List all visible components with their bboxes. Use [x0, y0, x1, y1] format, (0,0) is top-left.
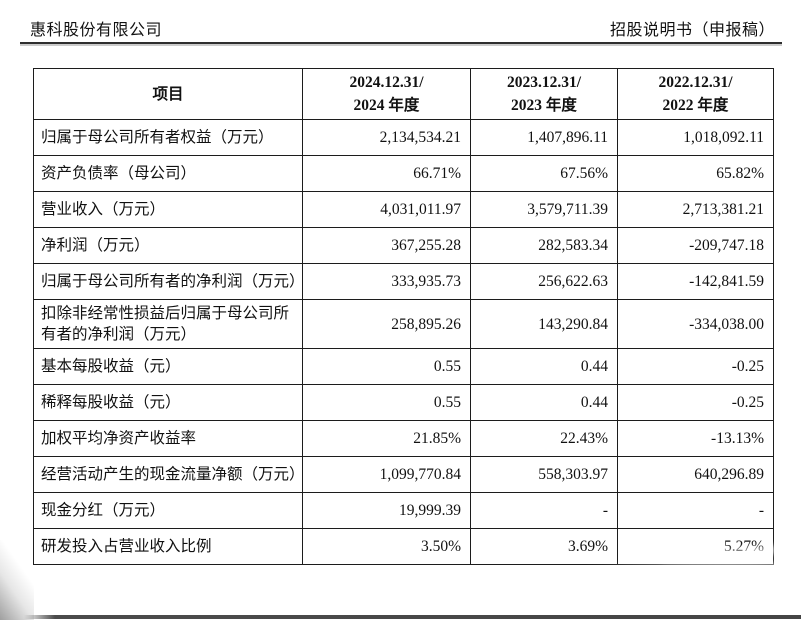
company-name: 惠科股份有限公司 — [30, 22, 163, 39]
row-label: 归属于母公司所有者权益（万元） — [33, 119, 303, 156]
row-label: 归属于母公司所有者的净利润（万元） — [33, 263, 305, 300]
row-label: 净利润（万元） — [33, 227, 303, 264]
row-value-2024: 258,895.26 — [302, 299, 471, 349]
table-row: 现金分红（万元） 19,999.39 - - — [33, 492, 774, 529]
document-title: 招股说明书（申报稿） — [609, 22, 775, 39]
row-value-2024: 333,935.73 — [302, 263, 471, 300]
row-value-2024: 2,134,534.21 — [302, 119, 471, 156]
table-row: 研发投入占营业收入比例 3.50% 3.69% 5.27% — [33, 528, 774, 565]
row-value-2023: 143,290.84 — [470, 299, 618, 349]
row-value-2022: -0.25 — [617, 384, 774, 421]
row-value-2024: 0.55 — [302, 384, 471, 421]
row-label: 经营活动产生的现金流量净额（万元） — [33, 456, 305, 493]
row-value-2022: 1,018,092.11 — [617, 119, 774, 156]
row-value-2023: 558,303.97 — [470, 456, 618, 493]
row-value-2023: 67.56% — [470, 155, 618, 192]
row-label: 加权平均净资产收益率 — [33, 420, 303, 457]
table-row: 扣除非经常性损益后归属于母公司所有者的净利润（万元） 258,895.26 14… — [33, 299, 774, 349]
row-label: 资产负债率（母公司） — [33, 155, 303, 192]
row-value-2024: 19,999.39 — [302, 492, 471, 529]
row-value-2023: 3.69% — [470, 528, 618, 565]
row-label: 稀释每股收益（元） — [33, 384, 303, 421]
row-value-2022: -13.13% — [617, 420, 774, 457]
row-label: 研发投入占营业收入比例 — [33, 528, 303, 565]
column-header-2022-date: 2022.12.31/ — [658, 74, 733, 91]
table-row: 资产负债率（母公司） 66.71% 67.56% 65.82% — [33, 155, 774, 192]
column-header-2023-year: 2023 年度 — [511, 97, 577, 114]
row-label: 扣除非经常性损益后归属于母公司所有者的净利润（万元） — [33, 299, 303, 349]
row-value-2024: 367,255.28 — [302, 227, 471, 264]
table-row: 归属于母公司所有者的净利润（万元） 333,935.73 256,622.63 … — [33, 263, 774, 300]
corner-shadow — [0, 540, 34, 620]
row-value-2024: 1,099,770.84 — [302, 456, 471, 493]
table-row: 净利润（万元） 367,255.28 282,583.34 -209,747.1… — [33, 227, 774, 264]
table-row: 加权平均净资产收益率 21.85% 22.43% -13.13% — [33, 420, 774, 457]
row-value-2023: 3,579,711.39 — [470, 191, 618, 228]
row-value-2024: 21.85% — [302, 420, 471, 457]
row-value-2023: 22.43% — [470, 420, 618, 457]
table-header-row: 项目 2024.12.31/ 2024 年度 2023.12.31/ 2023 … — [33, 68, 774, 120]
row-value-2024: 3.50% — [302, 528, 471, 565]
row-value-2023: - — [470, 492, 618, 529]
row-value-2023: 0.44 — [470, 384, 618, 421]
table-row: 基本每股收益（元） 0.55 0.44 -0.25 — [33, 348, 774, 385]
row-value-2022: - — [617, 492, 774, 529]
page-header: 惠科股份有限公司 招股说明书（申报稿） — [30, 16, 775, 40]
column-header-2024-year: 2024 年度 — [353, 97, 420, 114]
row-value-2023: 282,583.34 — [470, 227, 618, 264]
row-value-2022: -334,038.00 — [617, 299, 774, 349]
column-header-2022: 2022.12.31/ 2022 年度 — [617, 68, 774, 120]
column-header-2022-year: 2022 年度 — [662, 97, 729, 114]
row-value-2023: 1,407,896.11 — [470, 119, 618, 156]
table-row: 营业收入（万元） 4,031,011.97 3,579,711.39 2,713… — [33, 191, 774, 228]
row-label: 基本每股收益（元） — [33, 348, 303, 385]
row-value-2022: -0.25 — [617, 348, 774, 385]
financial-summary-table: 项目 2024.12.31/ 2024 年度 2023.12.31/ 2023 … — [33, 68, 774, 565]
row-value-2022: -142,841.59 — [617, 263, 774, 300]
row-value-2024: 4,031,011.97 — [302, 191, 471, 228]
row-value-2024: 66.71% — [302, 155, 471, 192]
row-value-2022: 5.27% — [617, 528, 774, 565]
bottom-edge-bar — [24, 615, 801, 619]
header-divider — [20, 42, 782, 44]
column-header-item: 项目 — [33, 68, 303, 120]
watermark-swoosh-tail — [564, 583, 706, 603]
table-row: 稀释每股收益（元） 0.55 0.44 -0.25 — [33, 384, 774, 421]
column-header-2023: 2023.12.31/ 2023 年度 — [470, 68, 618, 120]
column-header-2024-date: 2024.12.31/ — [349, 74, 424, 91]
row-value-2023: 256,622.63 — [470, 263, 618, 300]
row-value-2022: 640,296.89 — [617, 456, 774, 493]
column-header-2024: 2024.12.31/ 2024 年度 — [302, 68, 471, 120]
column-header-2023-date: 2023.12.31/ — [506, 74, 582, 91]
row-label: 营业收入（万元） — [33, 191, 303, 228]
row-value-2024: 0.55 — [302, 348, 471, 385]
row-value-2022: 2,713,381.21 — [617, 191, 774, 228]
table-row: 经营活动产生的现金流量净额（万元） 1,099,770.84 558,303.9… — [33, 456, 774, 493]
row-value-2022: 65.82% — [617, 155, 774, 192]
table-row: 归属于母公司所有者权益（万元） 2,134,534.21 1,407,896.1… — [33, 119, 774, 156]
row-label: 现金分红（万元） — [33, 492, 303, 529]
row-value-2022: -209,747.18 — [617, 227, 774, 264]
row-value-2023: 0.44 — [470, 348, 618, 385]
